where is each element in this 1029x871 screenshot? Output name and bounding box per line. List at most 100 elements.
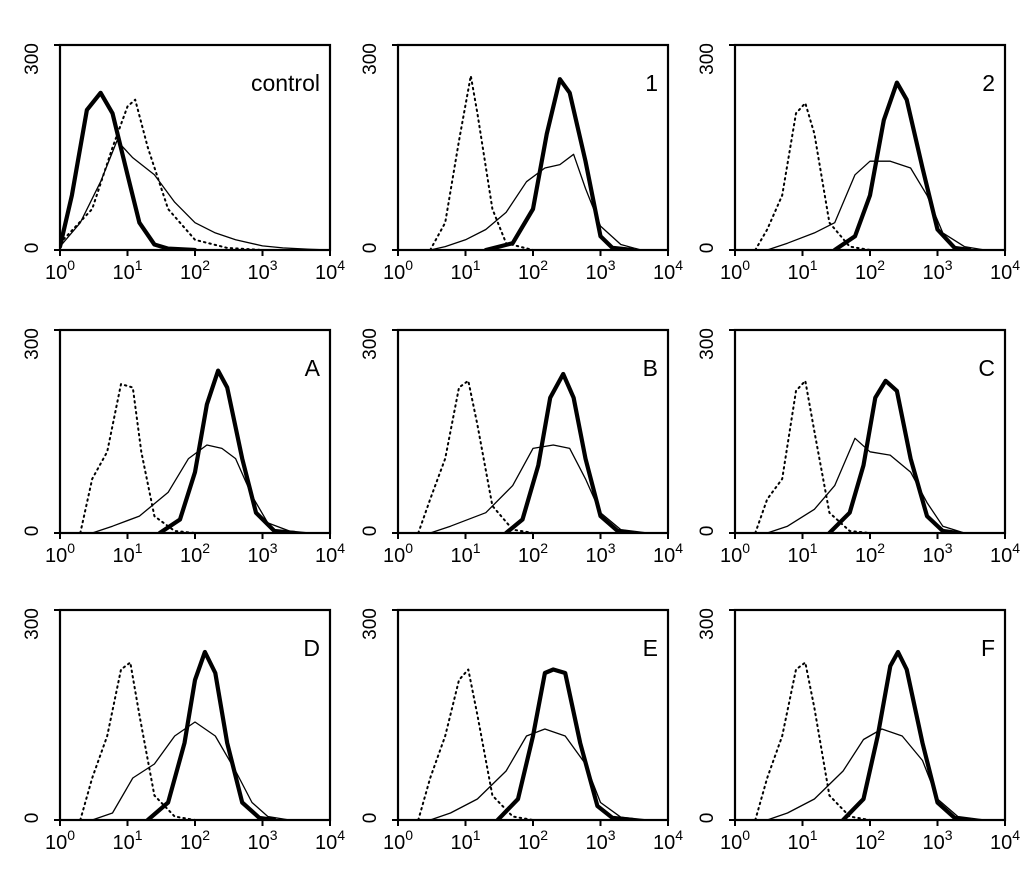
x-tick-label: 101 [787, 827, 817, 854]
plot-frame [733, 608, 1007, 822]
panel-label: 1 [645, 70, 658, 96]
x-tick-label: 103 [922, 827, 952, 854]
histogram-dotted-line [60, 98, 264, 250]
x-tick-label: 102 [855, 257, 885, 284]
x-tick-label: 102 [518, 257, 548, 284]
plot-frame [733, 43, 1007, 252]
histogram-thin-line [60, 140, 330, 250]
panel-b: 100 101 102 103 104 0 300 B [360, 328, 683, 567]
histogram-bold-line [827, 378, 960, 533]
x-tick-label: 100 [720, 257, 750, 284]
x-tick-label: 100 [383, 257, 413, 284]
histogram-thin-line [91, 721, 291, 820]
y-tick-label: 0 [697, 813, 718, 824]
plot-frame [58, 608, 332, 822]
y-tick-label: 300 [22, 43, 43, 75]
panel-control: 100 101 102 103 104 0 300 control [22, 43, 345, 284]
histogram-dotted-line [754, 102, 871, 250]
x-tick-label: 104 [990, 827, 1020, 854]
x-tick-label: 100 [720, 827, 750, 854]
x-tick-label: 103 [247, 257, 277, 284]
x-tick-label: 100 [45, 540, 75, 567]
histogram-bold-line [832, 80, 972, 250]
plot-frame [396, 608, 670, 822]
histogram-thin-line [766, 437, 966, 533]
x-tick-label: 100 [383, 540, 413, 567]
y-tick-label: 300 [697, 43, 718, 75]
x-tick-label: 100 [45, 827, 75, 854]
y-tick-label: 300 [697, 328, 718, 360]
y-tick-label: 300 [360, 608, 381, 640]
plot-frame [58, 328, 332, 535]
x-tick-label: 102 [180, 827, 210, 854]
x-tick-label: 103 [922, 257, 952, 284]
x-tick-label: 101 [450, 827, 480, 854]
panel-label: F [981, 635, 995, 661]
y-tick-label: 0 [697, 526, 718, 537]
x-tick-label: 104 [315, 827, 345, 854]
x-tick-label: 103 [247, 827, 277, 854]
histogram-bold-line [60, 90, 198, 250]
histogram-thin-line [766, 160, 986, 250]
histogram-thin-line [429, 153, 642, 250]
panel-e: 100 101 102 103 104 0 300 E [360, 608, 683, 854]
histogram-dotted-line [417, 379, 534, 533]
y-tick-label: 300 [360, 43, 381, 75]
panel-1: 100 101 102 103 104 0 300 1 [360, 43, 683, 284]
y-tick-label: 0 [360, 813, 381, 824]
x-tick-label: 104 [315, 540, 345, 567]
y-tick-label: 300 [22, 328, 43, 360]
x-tick-label: 102 [855, 540, 885, 567]
x-tick-label: 101 [112, 827, 142, 854]
histogram-bold-line [841, 649, 972, 820]
y-tick-label: 0 [697, 243, 718, 254]
x-tick-label: 103 [922, 540, 952, 567]
panel-a: 100 101 102 103 104 0 300 A [22, 328, 345, 567]
y-tick-label: 300 [360, 328, 381, 360]
x-tick-label: 102 [518, 540, 548, 567]
histogram-dotted-line [754, 661, 871, 820]
x-tick-label: 100 [45, 257, 75, 284]
x-tick-label: 103 [585, 540, 615, 567]
x-tick-label: 101 [450, 257, 480, 284]
histogram-bold-line [495, 667, 635, 820]
y-tick-label: 0 [360, 243, 381, 254]
histogram-thin-line [429, 728, 649, 820]
x-tick-label: 100 [383, 827, 413, 854]
histogram-thin-line [766, 728, 986, 820]
x-tick-label: 104 [315, 257, 345, 284]
panel-d: 100 101 102 103 104 0 300 D [22, 608, 345, 854]
panel-2: 100 101 102 103 104 0 300 2 [697, 43, 1020, 284]
panel-label: B [643, 355, 658, 381]
x-tick-label: 101 [787, 257, 817, 284]
x-tick-label: 101 [112, 540, 142, 567]
plot-frame [396, 43, 670, 252]
y-tick-label: 300 [22, 608, 43, 640]
histogram-dotted-line [429, 74, 534, 250]
x-tick-label: 102 [518, 827, 548, 854]
y-tick-label: 0 [22, 243, 43, 254]
panel-c: 100 101 102 103 104 0 300 C [697, 328, 1020, 567]
panel-f: 100 101 102 103 104 0 300 F [697, 608, 1020, 854]
y-tick-label: 0 [360, 526, 381, 537]
x-tick-label: 104 [990, 257, 1020, 284]
histogram-dotted-line [79, 383, 196, 533]
plot-frame [396, 328, 670, 535]
histogram-bold-line [504, 371, 635, 533]
histogram-thin-line [429, 444, 649, 533]
histogram-dotted-line [79, 661, 196, 820]
histogram-thin-line [91, 444, 311, 533]
x-tick-label: 102 [855, 827, 885, 854]
x-tick-label: 103 [585, 257, 615, 284]
x-tick-label: 104 [653, 540, 683, 567]
panel-label: E [643, 635, 658, 661]
panel-label: C [978, 355, 995, 381]
x-tick-label: 101 [112, 257, 142, 284]
panel-label: A [305, 355, 321, 381]
x-tick-label: 104 [653, 827, 683, 854]
histogram-dotted-line [417, 668, 534, 820]
x-tick-label: 104 [653, 257, 683, 284]
panel-label: D [303, 635, 320, 661]
x-tick-label: 103 [247, 540, 277, 567]
